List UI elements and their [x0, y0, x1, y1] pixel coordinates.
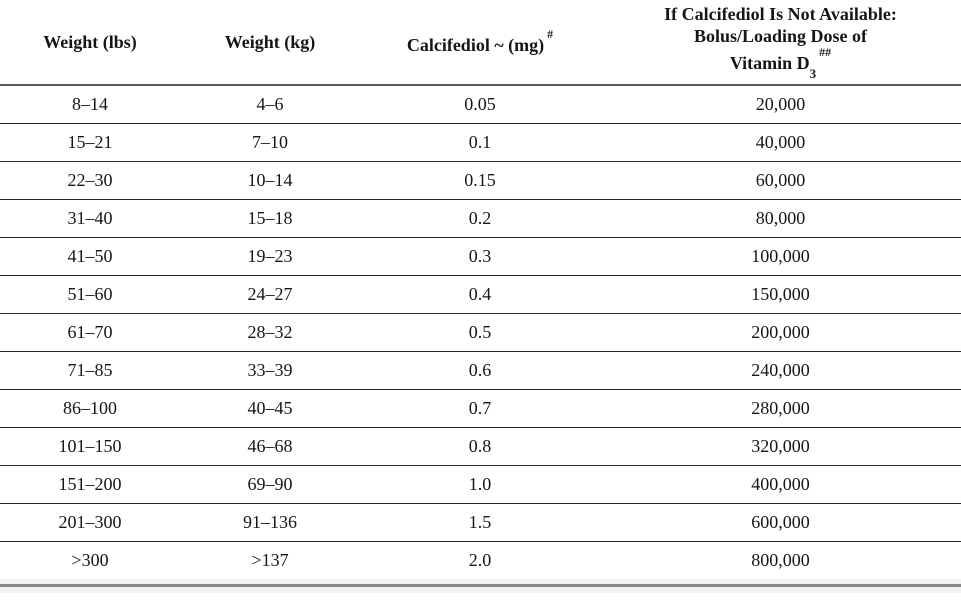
- column-header-weight-kg: Weight (kg): [180, 0, 360, 86]
- table-row: 22–30 10–14 0.15 60,000: [0, 161, 961, 200]
- table-header: Weight (lbs) Weight (kg) Calcifediol ~ (…: [0, 0, 961, 86]
- vitamin-d-label: Vitamin D: [729, 53, 810, 74]
- table-row: 41–50 19–23 0.3 100,000: [0, 237, 961, 276]
- table-cell: 15–18: [180, 199, 360, 238]
- dosing-table: Weight (lbs) Weight (kg) Calcifediol ~ (…: [0, 0, 961, 579]
- table-cell: 0.6: [360, 351, 600, 390]
- column-header-label: Calcifediol ~ (mg): [406, 34, 545, 55]
- table-cell: >137: [251, 550, 289, 570]
- table-cell: 19–23: [180, 237, 360, 276]
- table-cell: 151–200: [0, 465, 180, 504]
- column-header-calcifediol-mg: Calcifediol ~ (mg)#: [360, 0, 600, 86]
- table-cell: 4–6: [180, 85, 360, 124]
- table-cell: 20,000: [600, 85, 961, 124]
- subscript-3: 3: [809, 65, 817, 81]
- table-cell: 86–100: [0, 389, 180, 428]
- column-header-vitamin-d3-bolus: If Calcifediol Is Not Available: Bolus/L…: [600, 0, 961, 86]
- table-row: 86–100 40–45 0.7 280,000: [0, 389, 961, 428]
- table-cell: 24–27: [180, 275, 360, 314]
- table-cell: 0.1: [360, 123, 600, 162]
- table-cell: 101–150: [0, 427, 180, 466]
- table-cell: 33–39: [180, 351, 360, 390]
- table-cell: 80,000: [600, 199, 961, 238]
- table-cell: 0.2: [360, 199, 600, 238]
- bottom-divider-line: [0, 584, 961, 587]
- table-cell: 22–30: [0, 161, 180, 200]
- table-cell: 7–10: [180, 123, 360, 162]
- table-cell: 0.8: [360, 427, 600, 466]
- table-row: 31–40 15–18 0.2 80,000: [0, 199, 961, 238]
- table-row: >300 >137 2.0 800,000: [0, 542, 961, 580]
- table-cell: 31–40: [0, 199, 180, 238]
- table-cell: 1.5: [360, 503, 600, 542]
- footnote-marker-hash: #: [547, 26, 554, 41]
- table-cell: 2.0: [468, 550, 492, 570]
- table-cell: 28–32: [180, 313, 360, 352]
- table-cell: 201–300: [0, 503, 180, 542]
- table-cell: 150,000: [600, 275, 961, 314]
- table-row: 8–14 4–6 0.05 20,000: [0, 85, 961, 124]
- table-cell: 0.4: [360, 275, 600, 314]
- table-row: 15–21 7–10 0.1 40,000: [0, 123, 961, 162]
- column-header-weight-lbs: Weight (lbs): [0, 0, 180, 86]
- table-cell: 41–50: [0, 237, 180, 276]
- table-cell: 240,000: [600, 351, 961, 390]
- table-cell: 61–70: [0, 313, 180, 352]
- table-body: 8–14 4–6 0.05 20,000 15–21 7–10 0.1 40,000 22–30…: [0, 85, 961, 579]
- table-cell: 0.3: [360, 237, 600, 276]
- table-cell: 51–60: [0, 275, 180, 314]
- column-header-line-3: Vitamin D3##: [600, 45, 961, 81]
- table-cell: 0.15: [360, 161, 600, 200]
- table-cell: 10–14: [180, 161, 360, 200]
- table-cell: 600,000: [600, 503, 961, 542]
- bottom-window-edge: [0, 579, 961, 593]
- column-header-line-1: If Calcifediol Is Not Available:: [664, 4, 897, 25]
- table-cell: 400,000: [600, 465, 961, 504]
- table-cell: >300: [71, 550, 109, 570]
- table-cell: 15–21: [0, 123, 180, 162]
- table-cell: 40,000: [600, 123, 961, 162]
- column-header-line-2: Bolus/Loading Dose of: [693, 26, 868, 47]
- table-header-row: Weight (lbs) Weight (kg) Calcifediol ~ (…: [0, 0, 961, 86]
- table-cell: 320,000: [600, 427, 961, 466]
- table-cell: 0.05: [360, 85, 600, 124]
- table-cell: 46–68: [180, 427, 360, 466]
- table-cell: 1.0: [360, 465, 600, 504]
- table-cell: 69–90: [180, 465, 360, 504]
- table-cell: 280,000: [600, 389, 961, 428]
- table-cell: 0.5: [360, 313, 600, 352]
- table-cell: 8–14: [0, 85, 180, 124]
- table-row: 151–200 69–90 1.0 400,000: [0, 465, 961, 504]
- table-cell: 0.7: [360, 389, 600, 428]
- column-header-label: Weight (kg): [224, 32, 316, 52]
- table-row: 51–60 24–27 0.4 150,000: [0, 275, 961, 314]
- table-cell: 100,000: [600, 237, 961, 276]
- table-row: 61–70 28–32 0.5 200,000: [0, 313, 961, 352]
- table-cell: 71–85: [0, 351, 180, 390]
- table-cell: 91–136: [180, 503, 360, 542]
- column-header-label: Weight (lbs): [43, 32, 137, 52]
- footnote-marker-double-hash: ##: [819, 45, 832, 60]
- table-cell: 60,000: [600, 161, 961, 200]
- table-row: 201–300 91–136 1.5 600,000: [0, 503, 961, 542]
- table-cell: 800,000: [751, 550, 810, 570]
- table-row: 101–150 46–68 0.8 320,000: [0, 427, 961, 466]
- table-cell: 200,000: [600, 313, 961, 352]
- table-cell: 40–45: [180, 389, 360, 428]
- table-row: 71–85 33–39 0.6 240,000: [0, 351, 961, 390]
